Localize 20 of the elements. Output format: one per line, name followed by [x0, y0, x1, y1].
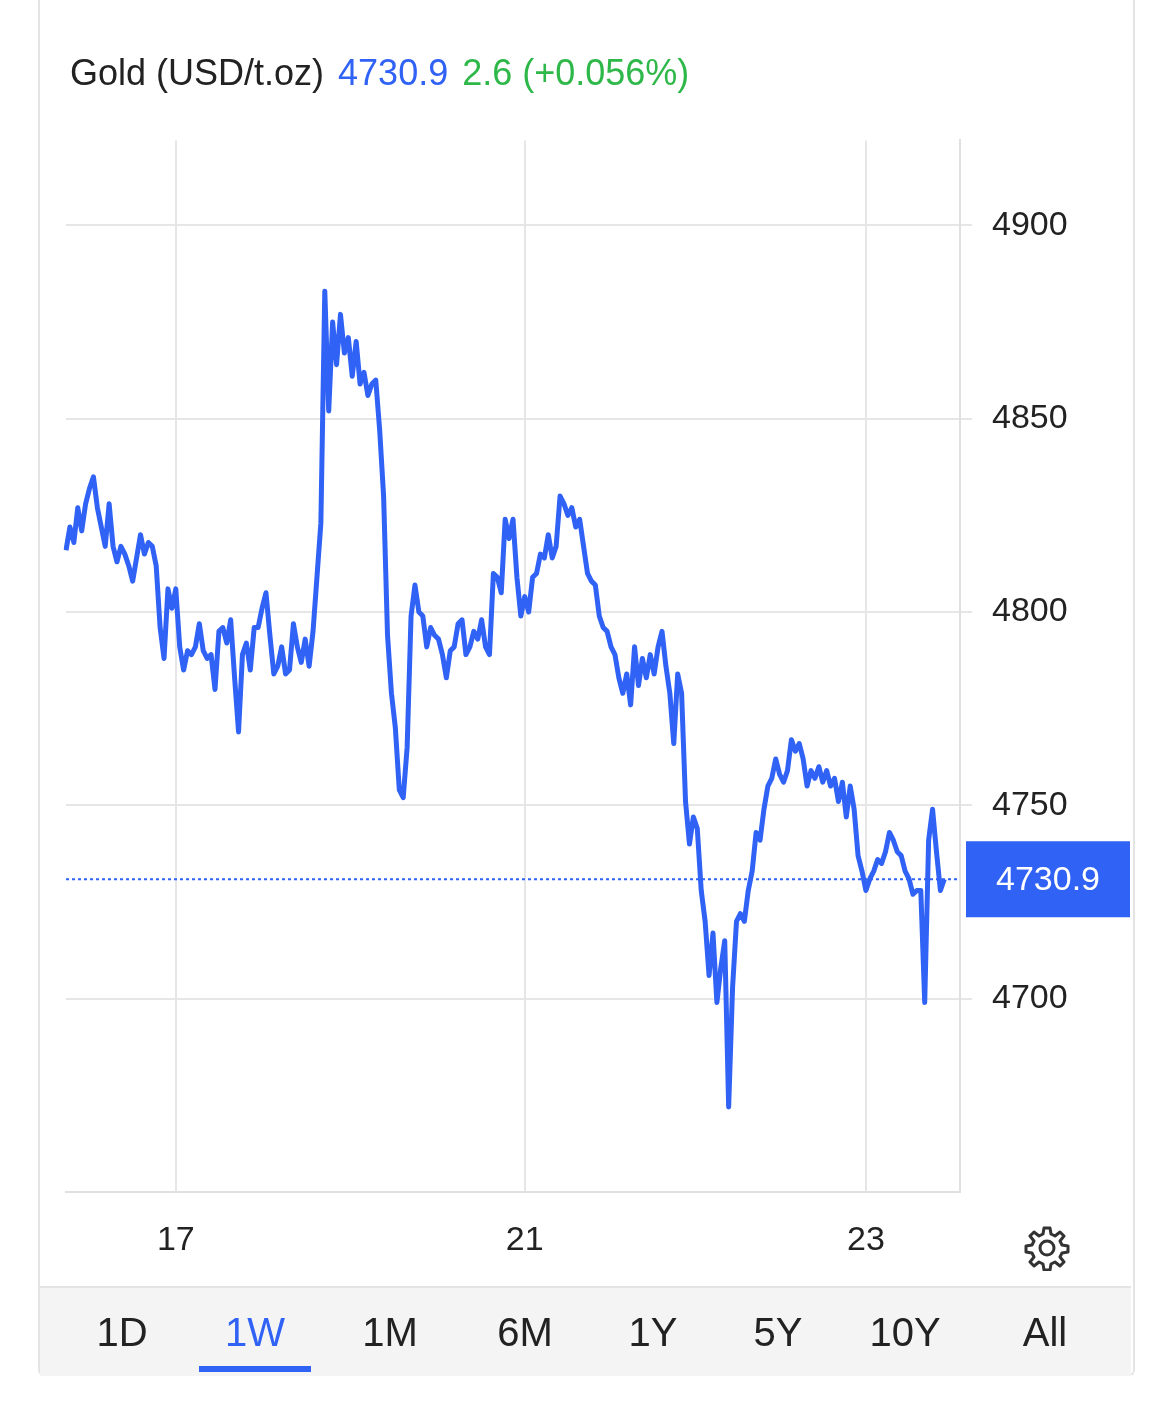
text: 5Y	[753, 1310, 803, 1355]
text: 1D	[96, 1310, 148, 1355]
text: 1Y	[628, 1310, 678, 1355]
text: 1M	[362, 1310, 418, 1355]
ref-line-label: 4730.9	[996, 858, 1100, 897]
text: All	[1022, 1310, 1068, 1355]
x-tick-label: 21	[505, 1218, 544, 1257]
text: 1W	[225, 1310, 285, 1355]
y-tick-label: 4850	[992, 397, 1068, 436]
x-tick-label: 17	[156, 1218, 195, 1257]
y-tick-label: 4900	[992, 203, 1068, 242]
chart-title: Gold (USD/t.oz)	[70, 52, 325, 93]
text: 10Y	[869, 1310, 941, 1355]
text: 6M	[497, 1310, 553, 1355]
y-tick-label: 4800	[992, 590, 1068, 629]
text: 4730.9	[338, 52, 449, 93]
text: 2.6 (+0.056%)	[462, 52, 690, 93]
x-tick-label: 23	[846, 1218, 885, 1257]
y-tick-label: 4700	[992, 977, 1068, 1016]
y-tick-label: 4750	[992, 783, 1068, 822]
